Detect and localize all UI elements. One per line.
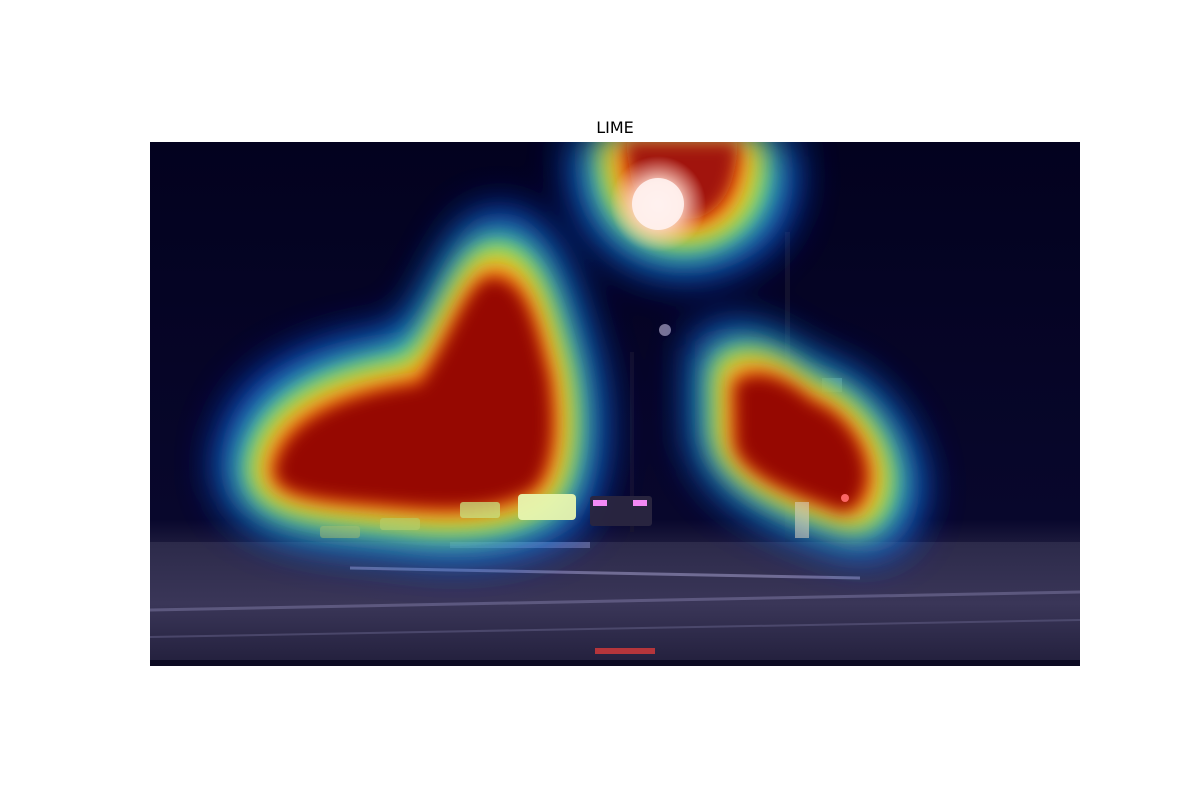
figure-title: LIME [596,118,634,137]
lime-heatmap-image [150,142,1080,666]
lime-heatmap-night-road-image [150,142,1080,666]
